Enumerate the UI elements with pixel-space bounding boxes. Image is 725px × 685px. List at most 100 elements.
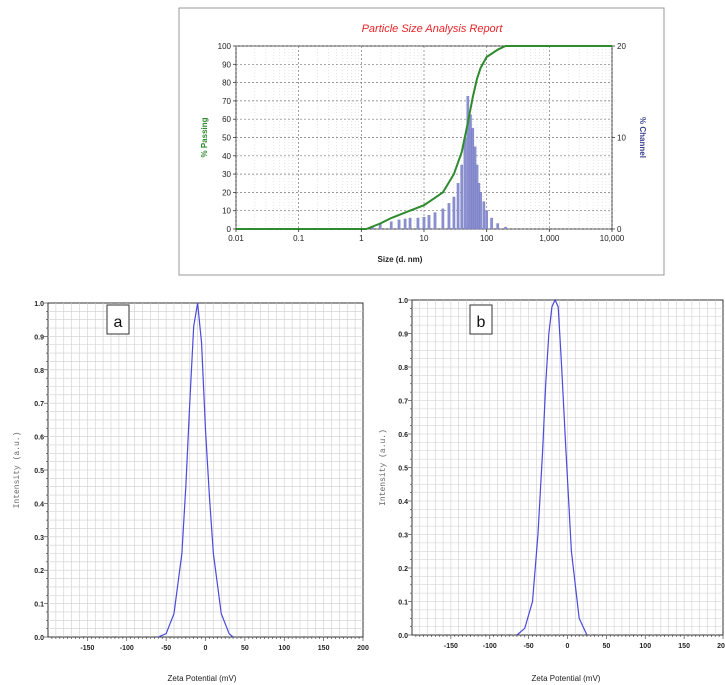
x-tick-label: 150 bbox=[678, 643, 690, 650]
particle-size-y-label-left: % Passing bbox=[200, 117, 209, 157]
y-tick-label: 0.2 bbox=[398, 566, 408, 573]
zeta-panel-a: -150 -100 -50 0 50 100 150 200 0.00.10.20.30.40… bbox=[13, 301, 369, 683]
x-tick-label: 10 bbox=[420, 234, 429, 243]
zeta-b-y-ticks: 0.0 0.1 0.2 0.3 0.4 0.5 0.6 0.7 0.8 0.9 1.0 bbox=[398, 298, 412, 640]
channel-bar bbox=[490, 217, 493, 230]
y-tick-label-left: 80 bbox=[222, 79, 231, 88]
x-tick-label: 50 bbox=[241, 645, 249, 652]
x-tick-label: 1 bbox=[359, 234, 364, 243]
y-tick-label: 0.9 bbox=[34, 334, 44, 341]
y-tick-label-left: 50 bbox=[222, 134, 231, 143]
y-tick-label: 0.4 bbox=[34, 501, 44, 508]
zeta-b-x-ticks: -150 -100 -50 0 50 100 150 200 bbox=[415, 635, 725, 650]
zeta-a-label-box bbox=[106, 304, 130, 335]
x-tick-label: 100 bbox=[639, 643, 651, 650]
channel-bar bbox=[408, 217, 412, 230]
channel-bar bbox=[466, 96, 470, 230]
y-tick-label: 0.9 bbox=[398, 332, 408, 339]
channel-bar bbox=[403, 218, 407, 230]
y-tick-label: 0.4 bbox=[398, 499, 408, 506]
y-tick-label: 0.6 bbox=[34, 435, 44, 442]
particle-size-y-label-right: % Channel bbox=[638, 117, 647, 158]
x-tick-label: -100 bbox=[120, 645, 134, 652]
y-tick-label: 0.6 bbox=[398, 432, 408, 439]
y-tick-label: 0.5 bbox=[34, 468, 44, 475]
channel-bar bbox=[397, 219, 401, 230]
x-tick-label: -150 bbox=[444, 643, 458, 650]
zeta-a-y-label: Intensity (a.u.) bbox=[13, 432, 22, 509]
x-tick-label: -150 bbox=[80, 645, 94, 652]
x-tick-label: -50 bbox=[161, 645, 171, 652]
particle-size-y-ticks-right: 0 10 20 bbox=[612, 42, 626, 234]
y-tick-label: 0.1 bbox=[398, 600, 408, 607]
particle-size-passing-line bbox=[236, 45, 612, 230]
zeta-b-x-label: Zeta Potential (mV) bbox=[532, 674, 601, 683]
x-tick-label: 1,000 bbox=[539, 234, 560, 243]
x-tick-label: 100 bbox=[480, 234, 494, 243]
channel-bar bbox=[482, 201, 486, 230]
channel-bar bbox=[422, 216, 426, 230]
x-tick-label: 200 bbox=[357, 645, 369, 652]
x-tick-label: 0.1 bbox=[293, 234, 305, 243]
zeta-a-x-label: Zeta Potential (mV) bbox=[168, 674, 237, 683]
y-tick-label-left: 10 bbox=[222, 207, 231, 216]
channel-bar bbox=[416, 217, 420, 230]
y-tick-label-right: 20 bbox=[617, 42, 626, 51]
x-tick-label: 50 bbox=[602, 643, 610, 650]
channel-bar bbox=[460, 164, 464, 230]
zeta-a-grid bbox=[48, 303, 363, 637]
channel-bar bbox=[496, 223, 500, 230]
x-tick-label: 0.01 bbox=[228, 234, 244, 243]
y-tick-label-left: 100 bbox=[218, 42, 232, 51]
channel-bar bbox=[469, 114, 472, 230]
channel-bar bbox=[463, 137, 467, 230]
channel-bar bbox=[485, 210, 488, 230]
y-tick-label-left: 20 bbox=[222, 188, 231, 197]
y-tick-label: 0.5 bbox=[398, 466, 408, 473]
channel-bar bbox=[441, 208, 445, 230]
y-tick-label-left: 0 bbox=[227, 225, 232, 234]
y-tick-label: 0.7 bbox=[398, 399, 408, 406]
y-tick-label: 0.8 bbox=[34, 368, 44, 375]
y-tick-label: 1.0 bbox=[398, 298, 408, 305]
x-tick-label: -50 bbox=[524, 643, 534, 650]
particle-size-x-label: Size (d. nm) bbox=[378, 255, 423, 264]
zeta-b-grid bbox=[412, 300, 723, 635]
y-tick-label-right: 0 bbox=[617, 225, 622, 234]
zeta-b-y-label: Intensity (a.u.) bbox=[379, 429, 388, 506]
channel-bar bbox=[471, 128, 475, 230]
y-tick-label: 0.3 bbox=[398, 533, 408, 540]
particle-size-title: Particle Size Analysis Report bbox=[362, 23, 504, 35]
y-tick-label: 0.8 bbox=[398, 365, 408, 372]
zeta-a-y-ticks: 0.0 0.1 0.2 0.3 0.4 0.5 0.6 0.7 0.8 0.9 1.0 bbox=[34, 301, 48, 642]
particle-size-channel-bars bbox=[371, 96, 507, 230]
channel-bar bbox=[433, 212, 437, 230]
zeta-b-intensity-line bbox=[516, 298, 588, 636]
y-tick-label: 1.0 bbox=[34, 301, 44, 308]
channel-bar bbox=[447, 203, 451, 230]
channel-bar bbox=[456, 183, 460, 230]
y-tick-label: 0.0 bbox=[34, 635, 44, 642]
particle-size-y-ticks-left: 0 10 20 30 40 50 60 70 80 90 100 bbox=[218, 42, 236, 234]
y-tick-label-right: 10 bbox=[617, 134, 626, 143]
channel-bar bbox=[479, 192, 482, 230]
x-tick-label: 10,000 bbox=[600, 234, 625, 243]
y-tick-label: 0.7 bbox=[34, 401, 44, 408]
y-tick-label: 0.2 bbox=[34, 568, 44, 575]
channel-bar bbox=[389, 221, 393, 230]
x-tick-label: -100 bbox=[483, 643, 497, 650]
x-tick-label: 100 bbox=[278, 645, 290, 652]
y-tick-label-left: 40 bbox=[222, 152, 231, 161]
y-tick-label-left: 70 bbox=[222, 97, 231, 106]
x-tick-label: 0 bbox=[204, 645, 208, 652]
particle-size-x-ticks: 0.01 0.1 1 10 100 1,000 10,000 bbox=[228, 229, 625, 243]
zeta-b-panel-label: b bbox=[477, 314, 486, 331]
channel-bar bbox=[452, 196, 456, 230]
y-tick-label: 0.1 bbox=[34, 602, 44, 609]
x-tick-label: 200 bbox=[717, 643, 725, 650]
particle-size-panel: Particle Size Analysis Report 0.01 0.1 1 10… bbox=[178, 7, 665, 276]
y-tick-label-left: 90 bbox=[222, 60, 231, 69]
zeta-a-x-ticks: -150 -100 -50 0 50 100 150 200 bbox=[51, 637, 369, 652]
y-tick-label: 0.0 bbox=[398, 633, 408, 640]
channel-bar bbox=[427, 215, 431, 230]
